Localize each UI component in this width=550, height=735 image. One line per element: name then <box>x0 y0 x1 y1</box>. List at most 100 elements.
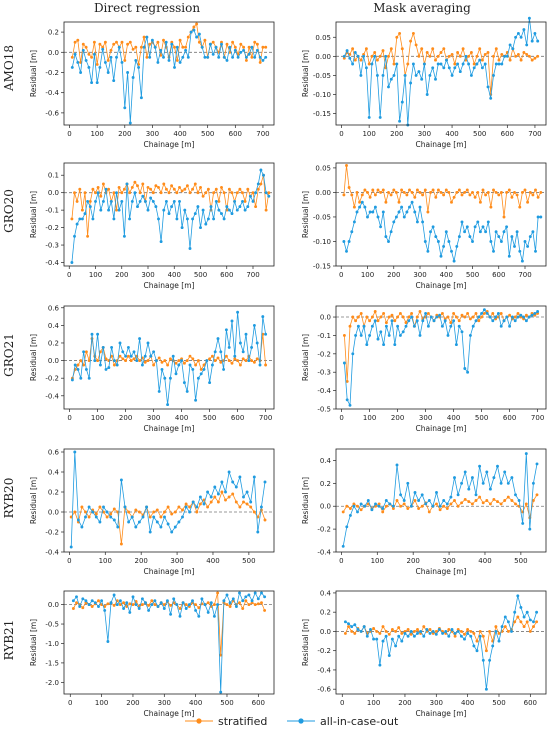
data-point-stratified <box>463 632 466 636</box>
data-point-stratified <box>122 601 126 605</box>
data-point-stratified <box>128 191 132 195</box>
x-axis-label: Chainage [m] <box>416 281 467 290</box>
y-tick-label: 0.0 <box>48 601 59 609</box>
data-point-stratified <box>399 504 403 508</box>
y-tick-label: -0.4 <box>317 387 331 395</box>
data-point-all-in-case-out <box>476 220 480 224</box>
data-point-stratified <box>365 315 369 319</box>
x-tick-label: 500 <box>201 130 214 138</box>
data-point-all-in-case-out <box>112 217 116 221</box>
data-point-all-in-case-out <box>254 191 258 195</box>
data-point-stratified <box>166 505 170 509</box>
data-point-stratified <box>73 510 77 514</box>
data-point-stratified <box>86 234 90 238</box>
data-point-stratified <box>261 45 265 49</box>
panel-ryb21-mask-averaging: 0 100 200 300 400 500 600 -0.6 -0.4 -0.2 0.0 0.2 0.4… <box>301 589 547 718</box>
data-point-stratified <box>400 47 404 51</box>
data-point-stratified <box>353 631 357 635</box>
data-point-all-in-case-out <box>387 654 391 657</box>
y-tick-label: 0.05 <box>315 34 331 42</box>
data-point-stratified <box>184 502 188 506</box>
data-point-stratified <box>354 319 358 323</box>
data-point-all-in-case-out <box>413 210 417 214</box>
data-point-all-in-case-out <box>356 324 360 328</box>
x-tick-label: 300 <box>158 699 171 707</box>
data-point-stratified <box>395 35 399 39</box>
data-point-stratified <box>478 200 482 204</box>
data-point-all-in-case-out <box>261 58 265 62</box>
data-point-all-in-case-out <box>227 208 231 212</box>
data-point-all-in-case-out <box>208 42 212 46</box>
data-point-stratified <box>528 190 532 194</box>
data-point-stratified <box>216 500 220 504</box>
data-point-all-in-case-out <box>362 625 366 629</box>
data-point-all-in-case-out <box>255 48 259 52</box>
data-point-stratified <box>466 628 470 631</box>
y-tick-label: -0.4 <box>45 89 59 97</box>
y-tick-label: 0.00 <box>315 53 331 61</box>
data-point-all-in-case-out <box>150 603 154 607</box>
data-point-stratified <box>131 603 135 607</box>
data-point-stratified <box>256 602 260 606</box>
data-point-all-in-case-out <box>249 500 253 504</box>
data-point-all-in-case-out <box>485 470 489 474</box>
x-tick-label: 300 <box>430 699 443 707</box>
y-tick-label: 0.4 <box>48 322 60 330</box>
data-point-all-in-case-out <box>370 508 374 512</box>
data-point-all-in-case-out <box>178 199 181 203</box>
data-point-stratified <box>384 504 388 508</box>
data-point-all-in-case-out <box>231 480 235 484</box>
data-point-stratified <box>359 58 363 62</box>
x-tick-label: 400 <box>189 699 202 707</box>
data-point-all-in-case-out <box>160 367 164 371</box>
x-tick-label: 500 <box>203 414 216 422</box>
data-point-stratified <box>468 193 472 197</box>
data-point-all-in-case-out <box>531 481 535 485</box>
data-point-all-in-case-out <box>475 649 479 653</box>
data-point-stratified <box>453 634 457 638</box>
data-point-stratified <box>370 315 374 319</box>
data-point-all-in-case-out <box>250 599 254 603</box>
data-point-stratified <box>492 54 495 58</box>
data-point-all-in-case-out <box>200 597 204 601</box>
data-point-all-in-case-out <box>379 225 383 229</box>
data-point-stratified <box>391 507 395 510</box>
data-point-all-in-case-out <box>137 65 141 69</box>
data-point-stratified <box>140 603 144 607</box>
data-point-stratified <box>94 512 98 516</box>
data-point-stratified <box>155 508 159 512</box>
chart-panels: 0 100 200 300 400 500 600 700 -0.6 -0.4 -0.2 0.0 0.2… <box>29 16 547 718</box>
x-tick-label: 0 <box>67 130 71 138</box>
data-point-stratified <box>481 634 485 638</box>
data-point-all-in-case-out <box>225 205 229 209</box>
data-point-stratified <box>405 193 409 197</box>
data-point-all-in-case-out <box>379 330 383 334</box>
data-point-all-in-case-out <box>181 601 185 605</box>
data-point-stratified <box>536 54 540 58</box>
data-point-stratified <box>483 52 487 56</box>
data-point-all-in-case-out <box>175 45 179 49</box>
data-point-stratified <box>148 42 152 46</box>
data-point-all-in-case-out <box>373 54 377 58</box>
data-point-all-in-case-out <box>87 65 91 69</box>
x-tick-label: 100 <box>89 271 102 279</box>
data-point-all-in-case-out <box>403 631 407 635</box>
data-point-all-in-case-out <box>253 591 257 595</box>
data-point-all-in-case-out <box>465 225 469 229</box>
data-point-all-in-case-out <box>472 66 476 70</box>
y-tick-label: 0.2 <box>48 489 59 497</box>
data-point-stratified <box>267 191 271 195</box>
x-tick-label: 100 <box>371 557 384 565</box>
x-tick-label: 0 <box>339 130 343 138</box>
data-point-all-in-case-out <box>463 470 467 474</box>
data-point-all-in-case-out <box>500 62 504 66</box>
data-point-all-in-case-out <box>535 610 539 614</box>
data-point-all-in-case-out <box>358 205 362 209</box>
x-tick-label: 600 <box>252 699 265 707</box>
x-tick-label: 700 <box>259 414 272 422</box>
data-point-all-in-case-out <box>389 230 393 234</box>
data-point-stratified <box>219 653 223 657</box>
data-point-all-in-case-out <box>374 502 377 506</box>
data-point-all-in-case-out <box>426 324 430 328</box>
data-point-all-in-case-out <box>521 521 525 525</box>
